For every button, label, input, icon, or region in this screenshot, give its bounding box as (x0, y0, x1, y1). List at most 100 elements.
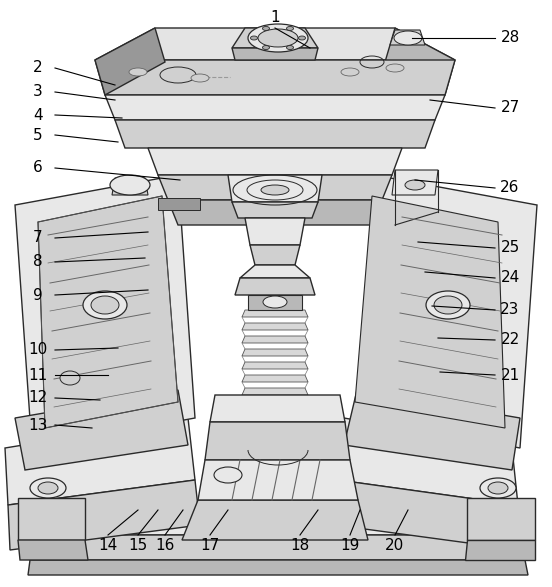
Ellipse shape (434, 296, 462, 314)
Ellipse shape (480, 478, 516, 498)
Text: 13: 13 (28, 417, 47, 433)
Ellipse shape (129, 68, 147, 76)
Ellipse shape (38, 482, 58, 494)
Polygon shape (95, 60, 455, 95)
Text: 25: 25 (500, 241, 519, 255)
Ellipse shape (191, 74, 209, 82)
Polygon shape (205, 422, 350, 460)
Polygon shape (18, 540, 88, 560)
Polygon shape (242, 388, 308, 395)
Polygon shape (242, 310, 308, 317)
Text: 21: 21 (500, 367, 519, 383)
Ellipse shape (30, 478, 66, 498)
Polygon shape (95, 28, 455, 60)
Text: 7: 7 (33, 231, 43, 245)
Polygon shape (248, 295, 302, 310)
Text: 22: 22 (500, 332, 519, 348)
Text: 19: 19 (341, 538, 360, 552)
Polygon shape (245, 218, 305, 245)
Polygon shape (158, 198, 200, 210)
Polygon shape (335, 480, 520, 550)
Polygon shape (235, 440, 315, 462)
Ellipse shape (248, 24, 308, 52)
Ellipse shape (488, 482, 508, 494)
Text: 17: 17 (200, 538, 220, 552)
Text: 23: 23 (500, 302, 519, 318)
Polygon shape (182, 500, 368, 540)
Text: 27: 27 (500, 100, 519, 116)
Polygon shape (232, 48, 318, 60)
Polygon shape (232, 202, 318, 218)
Ellipse shape (386, 64, 404, 72)
Polygon shape (228, 175, 322, 202)
Polygon shape (30, 535, 525, 560)
Ellipse shape (341, 68, 359, 76)
Polygon shape (467, 498, 535, 540)
Polygon shape (198, 460, 358, 500)
Ellipse shape (261, 185, 289, 195)
Ellipse shape (394, 31, 422, 45)
Text: 12: 12 (28, 390, 47, 406)
Polygon shape (15, 175, 195, 448)
Polygon shape (232, 462, 318, 480)
Polygon shape (112, 178, 148, 195)
Polygon shape (242, 323, 308, 330)
Ellipse shape (263, 46, 269, 49)
Text: 14: 14 (98, 538, 118, 552)
Ellipse shape (214, 467, 242, 483)
Polygon shape (242, 336, 308, 343)
Polygon shape (148, 148, 402, 175)
Ellipse shape (251, 36, 257, 40)
Polygon shape (35, 500, 520, 535)
Polygon shape (28, 560, 528, 575)
Polygon shape (242, 414, 308, 421)
Text: 8: 8 (33, 255, 43, 269)
Text: 20: 20 (385, 538, 405, 552)
Ellipse shape (286, 26, 294, 31)
Polygon shape (242, 401, 308, 408)
Text: 18: 18 (290, 538, 310, 552)
Polygon shape (168, 200, 382, 225)
Ellipse shape (263, 26, 269, 31)
Polygon shape (38, 196, 178, 428)
Ellipse shape (426, 291, 470, 319)
Polygon shape (18, 498, 85, 540)
Text: 4: 4 (33, 107, 43, 123)
Polygon shape (242, 427, 308, 434)
Polygon shape (8, 480, 200, 550)
Polygon shape (242, 375, 308, 382)
Text: 1: 1 (270, 11, 280, 25)
Polygon shape (338, 418, 518, 505)
Text: 15: 15 (129, 538, 147, 552)
Polygon shape (242, 362, 308, 369)
Polygon shape (232, 28, 318, 48)
Ellipse shape (60, 371, 80, 385)
Polygon shape (210, 395, 345, 422)
Text: 24: 24 (500, 271, 519, 285)
Polygon shape (392, 170, 438, 195)
Text: 10: 10 (28, 342, 47, 357)
Text: 28: 28 (500, 31, 519, 46)
Polygon shape (250, 245, 300, 265)
Polygon shape (355, 196, 505, 428)
Polygon shape (240, 265, 310, 278)
Polygon shape (158, 175, 392, 200)
Ellipse shape (91, 296, 119, 314)
Ellipse shape (405, 180, 425, 190)
Text: 26: 26 (500, 180, 519, 195)
Text: 16: 16 (155, 538, 174, 552)
Ellipse shape (110, 175, 150, 195)
Text: 11: 11 (28, 367, 47, 383)
Ellipse shape (263, 296, 287, 308)
Polygon shape (385, 28, 455, 95)
Polygon shape (344, 390, 520, 470)
Polygon shape (115, 120, 435, 148)
Polygon shape (95, 28, 165, 95)
Polygon shape (465, 540, 535, 560)
Polygon shape (5, 418, 195, 505)
Ellipse shape (83, 291, 127, 319)
Polygon shape (357, 175, 537, 448)
Polygon shape (235, 278, 315, 295)
Ellipse shape (299, 36, 305, 40)
Ellipse shape (286, 46, 294, 49)
